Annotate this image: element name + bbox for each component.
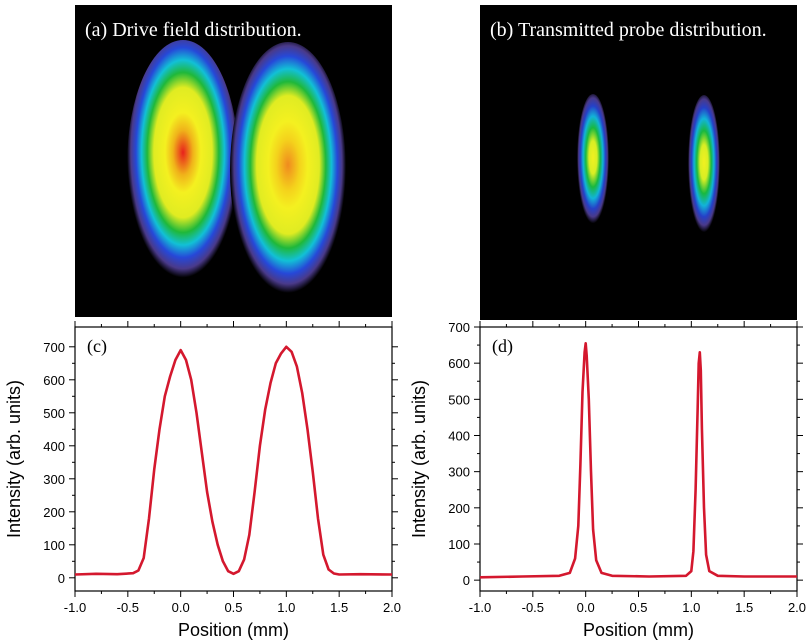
x-tick-label: -1.0	[469, 600, 491, 615]
plot-d-xlabel: Position (mm)	[583, 620, 694, 640]
y-tick-label: 300	[43, 472, 65, 487]
y-tick-label: 600	[43, 373, 65, 388]
probe-beam-left	[577, 94, 609, 226]
x-tick-label: -0.5	[522, 600, 544, 615]
plot-d-frame	[479, 326, 798, 592]
panel-a-title: (a) Drive field distribution.	[85, 19, 302, 41]
probe-beam-right	[688, 95, 720, 235]
x-tick-label: 0.5	[224, 600, 242, 615]
y-tick-label: 400	[43, 439, 65, 454]
plot-c-label: (c)	[87, 336, 107, 357]
y-tick-label: 300	[448, 465, 470, 480]
y-tick-label: 500	[448, 392, 470, 407]
y-tick-label: 100	[43, 538, 65, 553]
x-tick-label: 1.5	[330, 600, 348, 615]
probe-image: (b) Transmitted probe distribution.	[480, 5, 797, 320]
y-tick-label: 700	[43, 340, 65, 355]
y-tick-label: 100	[448, 537, 470, 552]
plot-c-ylabel: Intensity (arb. units)	[4, 380, 24, 538]
drive-beam-left	[127, 40, 239, 290]
y-tick-label: 200	[448, 501, 470, 516]
plot-d-label: (d)	[492, 336, 513, 357]
plot-c-xlabel: Position (mm)	[178, 620, 289, 640]
plot-d-intensity-curve	[479, 341, 797, 579]
x-tick-label: 0.5	[629, 600, 647, 615]
x-tick-label: 0.0	[172, 600, 190, 615]
plot-c-intensity-curve	[74, 345, 393, 576]
y-tick-label: 200	[43, 505, 65, 520]
y-tick-label: 0	[463, 573, 470, 588]
panel-b-title: (b) Transmitted probe distribution.	[490, 19, 767, 41]
y-tick-label: 400	[448, 428, 470, 443]
drive-field-heatmap	[127, 40, 346, 298]
x-tick-label: 1.5	[735, 600, 753, 615]
x-tick-label: 1.0	[277, 600, 295, 615]
y-tick-label: 700	[448, 320, 470, 335]
x-tick-label: 1.0	[682, 600, 700, 615]
y-tick-label: 500	[43, 406, 65, 421]
plot-d-ylabel: Intensity (arb. units)	[409, 380, 429, 538]
y-tick-label: 0	[58, 571, 65, 586]
x-tick-label: 2.0	[383, 600, 401, 615]
y-tick-label: 600	[448, 356, 470, 371]
drive-beam-right	[230, 42, 346, 298]
x-tick-label: 0.0	[577, 600, 595, 615]
x-tick-label: -1.0	[64, 600, 86, 615]
plot-c-frame	[74, 326, 393, 592]
drive-field-image: (a) Drive field distribution.	[75, 5, 392, 317]
x-tick-label: 2.0	[788, 600, 806, 615]
probe-heatmap	[577, 94, 720, 235]
x-tick-label: -0.5	[117, 600, 139, 615]
